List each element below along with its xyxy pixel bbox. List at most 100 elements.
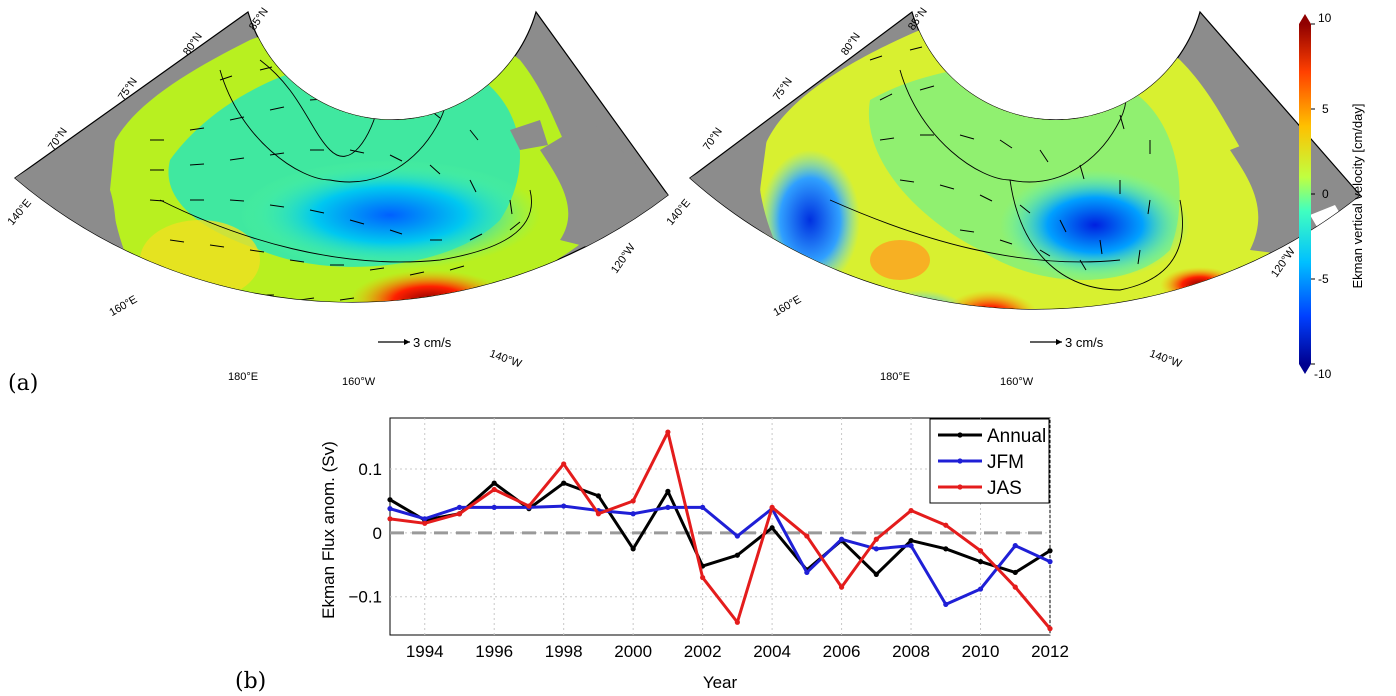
- data-point-jfm: [977, 586, 984, 592]
- y-tick-label: −0.1: [348, 588, 382, 607]
- data-point-jas: [908, 507, 914, 514]
- data-point-jfm: [561, 503, 567, 509]
- map-right-lat-75: 75°N: [771, 76, 795, 103]
- colorbar-bottom-cap: [1299, 364, 1311, 374]
- x-tick-label: 2000: [614, 642, 652, 661]
- x-tick-labels: 1994 1996 1998 2000 2002 2004 2006 2008 2010 2012: [406, 642, 1069, 661]
- data-point-jas: [769, 504, 775, 510]
- legend-label: JAS: [987, 478, 1022, 499]
- map-right: 85°N 80°N 75°N 70°N 140°E 160°E 180°E 16…: [665, 6, 1361, 388]
- x-tick-label: 1998: [545, 642, 583, 661]
- data-point-jfm: [943, 601, 949, 607]
- colorbar: 10 5 0 -5 -10 Ekman vertical velocity [c…: [1299, 11, 1365, 381]
- data-point-annual: [1012, 569, 1018, 576]
- series-annual: [387, 480, 1053, 577]
- y-tick-label: 0: [373, 524, 382, 543]
- x-tick-label: 2004: [753, 642, 791, 661]
- legend: Annual JFM JAS: [929, 418, 1050, 504]
- map-left-lon-180e: 180°E: [228, 371, 258, 383]
- data-point-annual: [630, 546, 636, 552]
- colorbar-tick-10: 10: [1318, 11, 1332, 25]
- legend-item-jas: JAS: [938, 478, 1022, 499]
- data-point-annual: [491, 480, 497, 486]
- map-left-lon-160e: 160°E: [107, 293, 139, 318]
- data-point-annual: [943, 546, 949, 552]
- data-point-jas: [456, 511, 463, 517]
- data-point-jfm: [422, 516, 428, 522]
- data-point-jas: [804, 533, 810, 539]
- data-point-annual: [1047, 548, 1053, 554]
- data-point-jfm: [630, 511, 636, 517]
- data-point-jas: [977, 548, 984, 554]
- data-point-annual: [908, 537, 914, 544]
- legend-marker: [957, 458, 963, 464]
- data-point-jas: [700, 574, 706, 581]
- data-point-annual: [595, 493, 602, 499]
- map-left-lat-85: 85°N: [247, 6, 271, 33]
- map-right-scale-label: 3 cm/s: [1065, 335, 1104, 350]
- map-left-lon-140e: 140°E: [6, 197, 35, 228]
- data-point-jas: [734, 619, 740, 625]
- data-point-jas: [491, 486, 497, 493]
- map-right-lon-140e: 140°E: [665, 197, 694, 228]
- data-point-jas: [526, 503, 532, 509]
- data-point-jfm: [491, 504, 497, 510]
- data-point-jfm: [1012, 543, 1018, 549]
- x-tick-label: 1996: [475, 642, 513, 661]
- colorbar-tick-5: 5: [1322, 102, 1329, 116]
- map-right-lat-70: 70°N: [701, 126, 725, 153]
- x-tick-label: 2012: [1031, 642, 1069, 661]
- data-point-jas: [561, 461, 567, 467]
- map-right-lon-180e: 180°E: [880, 371, 910, 383]
- data-point-jas: [630, 498, 636, 504]
- legend-marker: [957, 484, 963, 490]
- data-point-annual: [387, 497, 393, 503]
- data-point-jfm: [873, 546, 879, 552]
- data-point-jas: [387, 516, 393, 522]
- map-left: 85°N 80°N 75°N 70°N 140°E 160°E 180°E 16…: [6, 6, 669, 388]
- data-point-jfm: [700, 504, 706, 510]
- data-point-jas: [943, 522, 949, 528]
- map-right-lon-140w: 140°W: [1148, 348, 1184, 371]
- series-layer: [387, 429, 1053, 632]
- x-tick-label: 2002: [684, 642, 722, 661]
- series-line-jas: [389, 430, 1052, 630]
- panel-label-b: (b): [235, 669, 266, 694]
- data-point-jas: [1047, 626, 1053, 632]
- data-point-jfm: [665, 504, 671, 510]
- x-tick-label: 2008: [892, 642, 930, 661]
- legend-marker: [957, 432, 963, 438]
- y-axis-label: Ekman Flux anom. (Sv): [319, 441, 338, 619]
- line-chart: 1994 1996 1998 2000 2002 2004 2006 2008 2010 2012…: [319, 417, 1069, 692]
- data-point-jas: [422, 520, 428, 526]
- y-tick-label: 0.1: [358, 460, 382, 479]
- colorbar-ramp: [1299, 24, 1311, 364]
- map-left-lon-120w: 120°W: [609, 241, 638, 276]
- data-point-annual: [665, 488, 671, 494]
- legend-label: JFM: [987, 452, 1024, 473]
- series-line-jfm: [389, 504, 1051, 606]
- data-point-jfm: [1047, 559, 1053, 565]
- map-left-scale-label: 3 cm/s: [413, 335, 452, 350]
- legend-item-annual: Annual: [938, 426, 1046, 447]
- map-right-lon-160w: 160°W: [1000, 376, 1034, 388]
- data-point-jas: [595, 511, 602, 517]
- x-tick-label: 2010: [962, 642, 1000, 661]
- colorbar-label: Ekman vertical velocity [cm/day]: [1350, 104, 1365, 289]
- panel-label-a: (a): [8, 371, 38, 396]
- data-point-jas: [873, 536, 879, 542]
- colorbar-tick-neg10: -10: [1314, 367, 1332, 381]
- series-line-annual: [389, 481, 1051, 576]
- data-point-jas: [1012, 584, 1018, 590]
- legend-label: Annual: [987, 426, 1046, 447]
- map-right-lon-160e: 160°E: [771, 293, 803, 318]
- data-point-annual: [977, 559, 984, 565]
- data-point-jfm: [734, 533, 740, 539]
- map-left-lon-140w: 140°W: [488, 348, 524, 371]
- data-point-annual: [769, 525, 775, 531]
- x-axis-label: Year: [703, 673, 738, 692]
- x-tick-label: 1994: [406, 642, 444, 661]
- series-jas: [387, 429, 1053, 632]
- y-tick-labels: 0.1 0 −0.1: [348, 460, 382, 607]
